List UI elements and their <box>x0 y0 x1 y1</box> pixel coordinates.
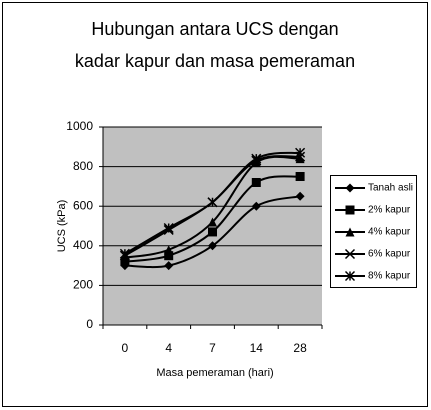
marker <box>251 177 261 187</box>
legend-marker <box>345 205 355 215</box>
marker <box>295 172 305 181</box>
marker <box>208 241 217 251</box>
marker <box>163 222 174 234</box>
marker <box>207 197 218 208</box>
x-tick-label: 28 <box>293 341 307 355</box>
marker <box>164 245 174 255</box>
chart-title: kadar kapur dan masa pemeraman <box>75 51 355 71</box>
marker <box>251 201 261 211</box>
y-tick-label: 800 <box>73 159 93 173</box>
marker <box>119 248 130 259</box>
y-tick-label: 600 <box>73 198 93 212</box>
legend-label: 6% kapur <box>368 249 411 260</box>
y-tick-label: 0 <box>86 317 93 331</box>
x-tick-label: 0 <box>122 341 129 355</box>
y-axis-label: UCS (kPa) <box>56 200 68 253</box>
marker <box>208 217 217 227</box>
y-tick-label: 1000 <box>66 119 93 133</box>
legend-marker <box>344 270 356 282</box>
y-tick-label: 400 <box>73 238 93 252</box>
legend-label: 4% kapur <box>368 227 411 238</box>
x-tick-label: 14 <box>250 341 264 355</box>
y-tick-label: 200 <box>73 278 93 292</box>
legend-label: 8% kapur <box>368 271 411 282</box>
marker <box>295 191 305 201</box>
marker <box>295 147 306 158</box>
marker <box>295 154 305 164</box>
legend-label: Tanah asli <box>368 183 413 194</box>
legend-label: 2% kapur <box>368 205 411 216</box>
legend-marker <box>344 248 356 260</box>
marker <box>164 261 174 271</box>
x-tick-label: 7 <box>209 341 216 355</box>
legend-marker <box>345 227 355 237</box>
legend-marker <box>345 183 355 193</box>
chart-title: Hubungan antara UCS dengan <box>91 19 338 39</box>
marker <box>251 153 262 164</box>
marker <box>208 227 217 237</box>
x-tick-label: 4 <box>165 341 172 355</box>
x-axis-label: Masa pemeraman (hari) <box>156 367 273 379</box>
